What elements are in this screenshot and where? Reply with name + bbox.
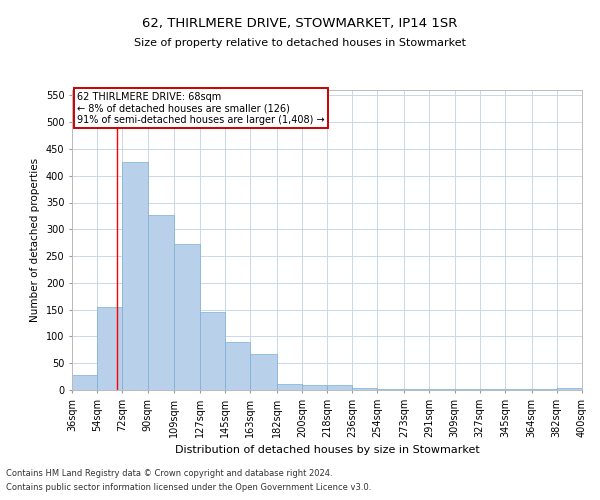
- Bar: [250, 354, 277, 390]
- Bar: [277, 384, 302, 390]
- Text: Contains HM Land Registry data © Crown copyright and database right 2024.: Contains HM Land Registry data © Crown c…: [6, 468, 332, 477]
- Text: 62 THIRLMERE DRIVE: 68sqm
← 8% of detached houses are smaller (126)
91% of semi-: 62 THIRLMERE DRIVE: 68sqm ← 8% of detach…: [77, 92, 325, 124]
- Bar: [429, 389, 455, 390]
- Text: Contains public sector information licensed under the Open Government Licence v3: Contains public sector information licen…: [6, 484, 371, 492]
- Bar: [377, 389, 404, 390]
- Bar: [352, 388, 377, 390]
- Bar: [72, 375, 97, 390]
- Text: Size of property relative to detached houses in Stowmarket: Size of property relative to detached ho…: [134, 38, 466, 48]
- Bar: [200, 312, 225, 390]
- Bar: [174, 244, 200, 390]
- X-axis label: Distribution of detached houses by size in Stowmarket: Distribution of detached houses by size …: [175, 446, 479, 456]
- Bar: [404, 389, 429, 390]
- Y-axis label: Number of detached properties: Number of detached properties: [30, 158, 40, 322]
- Bar: [302, 385, 327, 390]
- Bar: [122, 162, 148, 390]
- Bar: [225, 342, 250, 390]
- Bar: [327, 385, 352, 390]
- Text: 62, THIRLMERE DRIVE, STOWMARKET, IP14 1SR: 62, THIRLMERE DRIVE, STOWMARKET, IP14 1S…: [142, 18, 458, 30]
- Bar: [148, 215, 174, 390]
- Bar: [557, 388, 582, 390]
- Bar: [97, 307, 122, 390]
